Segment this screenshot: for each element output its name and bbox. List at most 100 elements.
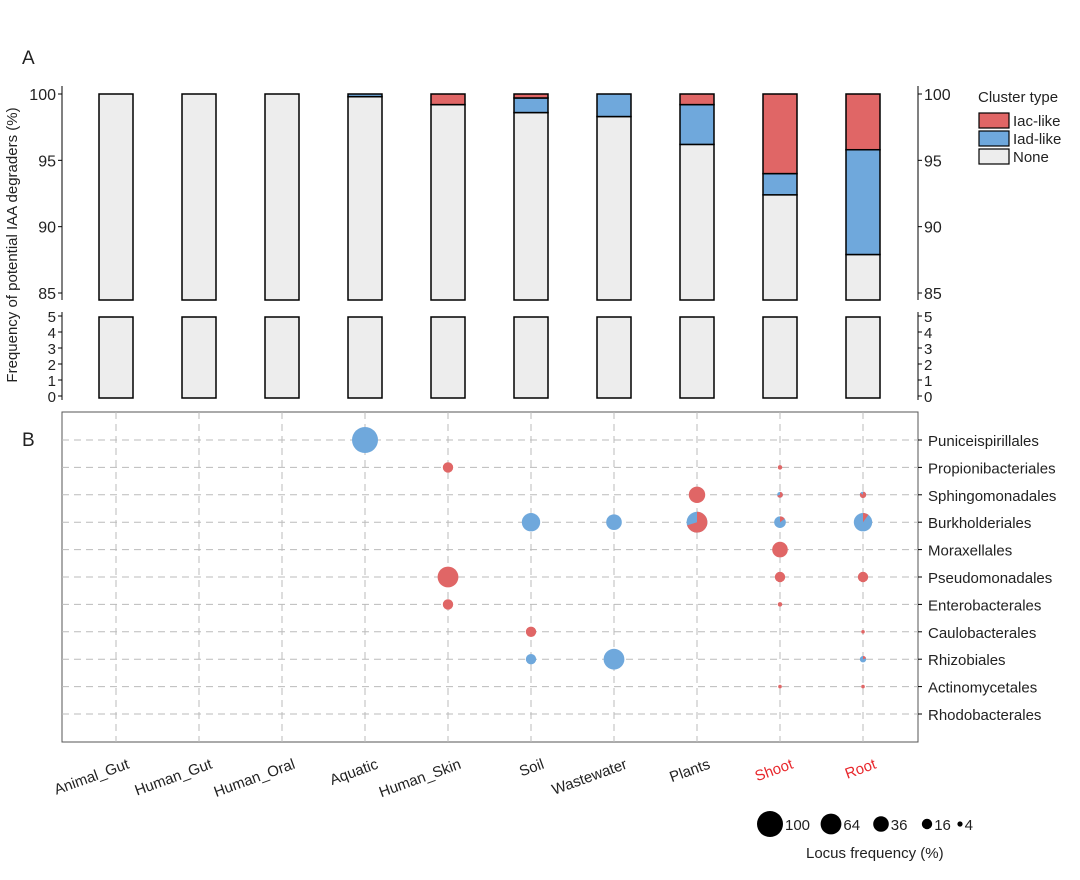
bubble-Aquatic-Puniceispirillales [352,427,378,453]
bar-lower-Aquatic [347,316,383,399]
x-tick-label: Shoot [753,756,796,786]
y-tick-label-right: 3 [924,341,932,358]
bubble-Shoot-Enterobacterales [777,602,783,607]
row-label: Rhizobiales [928,652,1006,669]
bubble-Wastewater-Rhizobiales [603,648,625,670]
bar-Iad-like-Wastewater [596,93,632,118]
size-legend-label: 36 [891,817,908,834]
y-tick-label-right: 0 [924,389,932,406]
row-label: Sphingomonadales [928,488,1056,505]
bubble-Root-Pseudomonadales [857,571,869,583]
size-legend-circle [820,813,842,835]
bubble-Root-Actinomycetales [861,684,865,689]
bar-lower-Shoot [762,316,798,399]
bubble-Shoot-Moraxellales [772,541,788,558]
y-tick-label: 3 [48,341,56,358]
bar-None-Aquatic [347,95,383,301]
y-tick-label: 5 [48,309,56,326]
bubble-Shoot-Actinomycetales [778,684,782,689]
bubble-Soil-Caulobacterales [525,626,537,637]
y-axis-label: Frequency of potential IAA degraders (%) [4,107,21,382]
size-legend-circle [757,811,783,837]
bar-None-Wastewater [596,115,632,301]
row-label: Pseudomonadales [928,570,1052,587]
y-tick-label-right: 85 [924,286,942,303]
row-label: Puniceispirillales [928,433,1039,450]
row-label: Rhodobacterales [928,707,1041,724]
bar-lower-Soil [513,316,549,399]
bubble-Soil-Rhizobiales [525,654,537,665]
bubble-Human_Skin-Enterobacterales [442,599,454,610]
size-legend-title: Locus frequency (%) [806,845,944,862]
legend-title: Cluster type [978,89,1058,106]
legend-label: Iad-like [1013,131,1061,148]
y-tick-label: 4 [48,325,56,342]
panel-b-frame [61,411,919,743]
bubble-Soil-Burkholderiales [521,513,541,532]
size-legend-circle [921,818,933,830]
bubble-Shoot-Propionibacteriales [777,465,783,470]
bar-Iac-like-Shoot [762,93,798,175]
bar-Iad-like-Root [845,148,881,256]
bar-Iad-like-Shoot [762,172,798,196]
bar-Iad-like-Soil [513,97,549,114]
bubble-slice-iac [777,491,783,498]
bubble-slice-iac [859,491,867,498]
legend-swatch [978,130,1010,147]
y-tick-label-right: 2 [924,357,932,374]
y-tick-label-right: 5 [924,309,932,326]
panel-a-label: A [22,48,35,69]
x-tick-label: Human_Skin [377,756,464,801]
y-tick-label: 0 [48,389,56,406]
bubble-slice-iac [780,516,785,523]
y-tick-label-right: 90 [924,220,942,237]
y-tick-label: 100 [29,87,56,104]
legend-swatch [978,148,1010,165]
bar-Iac-like-Human_Skin [430,93,466,106]
size-legend-label: 64 [843,817,860,834]
y-tick-label-right: 100 [924,87,951,104]
bar-Iad-like-Plants [679,103,715,146]
bar-lower-Human_Skin [430,316,466,399]
y-tick-label: 95 [38,153,56,170]
bar-Iac-like-Soil [513,93,549,99]
bar-lower-Wastewater [596,316,632,399]
bar-None-Animal_Gut [98,93,134,301]
size-legend-label: 4 [965,817,973,834]
y-tick-label: 85 [38,286,56,303]
bubble-Root-Caulobacterales [861,630,865,634]
bubble-Plants-Sphingomonadales [688,486,706,504]
bar-None-Shoot [762,194,798,301]
legend-label: Iac-like [1013,113,1061,130]
x-tick-label: Wastewater [550,756,630,799]
bar-None-Human_Gut [181,93,217,301]
bar-lower-Animal_Gut [98,316,134,399]
y-tick-label: 90 [38,220,56,237]
y-tick-label-right: 95 [924,153,942,170]
bar-None-Root [845,253,881,301]
row-label: Moraxellales [928,543,1012,560]
x-tick-label: Aquatic [328,756,381,789]
bubble-slice-iac [863,656,867,660]
row-label: Enterobacterales [928,597,1041,614]
x-tick-label: Plants [667,756,712,786]
x-tick-label: Human_Oral [212,756,298,801]
size-legend-circle [957,821,963,827]
panel-b-label: B [22,430,35,451]
size-legend-label: 16 [934,817,951,834]
x-tick-label: Animal_Gut [52,756,132,799]
bubble-Human_Skin-Pseudomonadales [437,566,459,588]
bubble-Shoot-Pseudomonadales [774,571,786,583]
bar-lower-Root [845,316,881,399]
y-tick-label: 2 [48,357,56,374]
bar-lower-Human_Oral [264,316,300,399]
y-tick-label: 1 [48,373,56,390]
bar-None-Plants [679,143,715,301]
y-tick-label-right: 4 [924,325,932,342]
bubble-slice-iac [863,513,869,523]
row-label: Actinomycetales [928,680,1037,697]
bar-None-Soil [513,111,549,301]
row-label: Caulobacterales [928,625,1036,642]
